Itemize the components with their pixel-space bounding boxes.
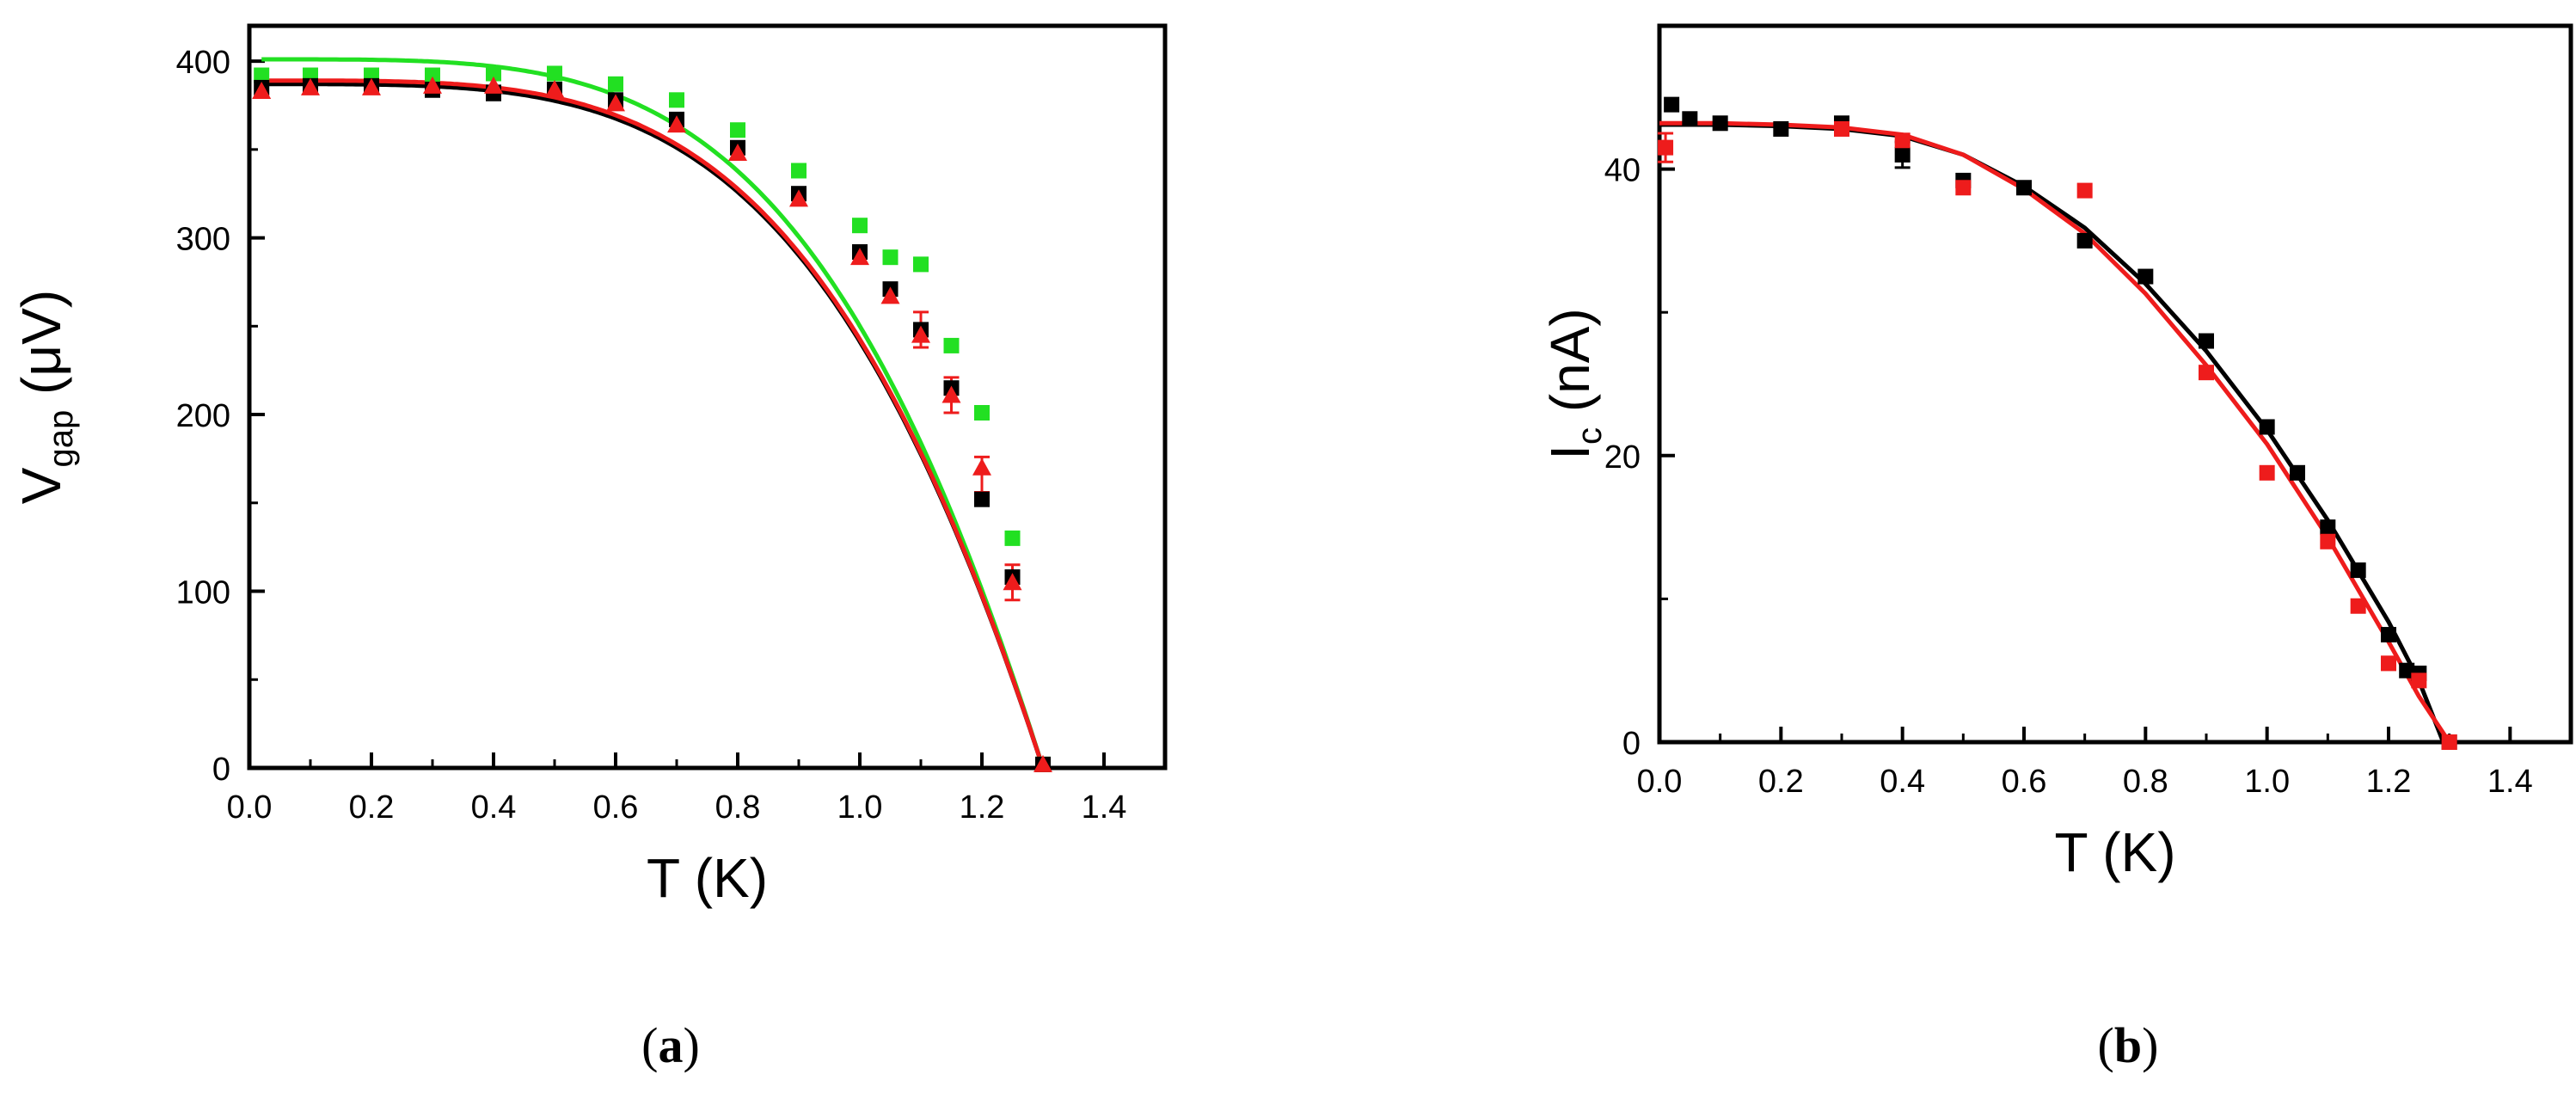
green-data-point (913, 256, 929, 273)
red-data-point (1003, 573, 1022, 591)
black-fit-curve (1659, 122, 2445, 743)
black-data-point (2016, 180, 2032, 196)
red-fit-curve (261, 78, 1046, 769)
y-axis-title: Vgap (μV) (10, 290, 80, 504)
red-data-point (850, 248, 869, 266)
x-tick-label: 1.0 (2244, 764, 2290, 800)
red-data-point (2350, 598, 2366, 614)
black-data-point (2259, 419, 2275, 435)
x-axis-title: T (K) (647, 847, 768, 909)
green-data-point (254, 67, 270, 83)
x-tick-label: 1.4 (1082, 789, 1127, 826)
x-tick-label: 0.0 (1637, 764, 1683, 800)
red-data-point (2411, 672, 2427, 689)
green-data-point (669, 92, 684, 108)
red-data-point (911, 325, 930, 343)
green-data-point (882, 249, 899, 266)
red-data-point (301, 77, 320, 95)
red-data-point (545, 79, 564, 97)
black-data-point (2399, 662, 2415, 679)
chart-panel-a: 0.0 0.2 0.4 0.6 0.8 1.0 1.2 1.4 0 100 200 300 400 T (… (10, 23, 1168, 1073)
black-data-point (2076, 232, 2093, 249)
green-data-point (730, 122, 745, 138)
x-axis-title: T (K) (2054, 821, 2175, 883)
red-fit-curve (1659, 120, 2451, 744)
x-tick-label: 0.2 (349, 789, 395, 826)
red-data-point (1955, 180, 1972, 196)
red-data-point (1894, 132, 1911, 149)
black-data-point (2381, 627, 2396, 643)
red-data-point (362, 77, 381, 95)
red-data-point (941, 385, 961, 403)
plot-frame (1657, 23, 2573, 745)
red-data-point (1033, 754, 1052, 772)
red-data-point (2320, 533, 2336, 550)
y-tick-label: 20 (1604, 439, 1641, 476)
x-tick-label: 0.6 (593, 789, 639, 826)
chart-panel-b: 0.0 0.2 0.4 0.6 0.8 1.0 1.2 1.4 0 20 40 T (K) Ic (nA… (1539, 23, 2573, 1073)
x-tick-label: 1.4 (2487, 764, 2533, 800)
black-data-point (1682, 111, 1698, 127)
x-tick-label: 0.8 (2123, 764, 2168, 800)
y-tick-label: 0 (1622, 726, 1641, 762)
panel-label: (b) (2098, 1017, 2159, 1073)
panel-label: (a) (641, 1017, 700, 1073)
black-data-point (2320, 519, 2336, 536)
x-tick-label: 0.4 (471, 789, 517, 826)
green-data-point (852, 218, 868, 234)
black-data-point (2350, 562, 2366, 579)
red-data-point (972, 457, 991, 476)
y-tick-label: 400 (176, 45, 230, 81)
red-data-point (667, 115, 686, 133)
x-tick-label: 0.4 (1880, 764, 1925, 800)
y-tick-label: 200 (176, 398, 230, 434)
green-data-point (608, 76, 623, 92)
black-fit-curve (261, 82, 1046, 769)
red-data-point (2381, 655, 2396, 672)
x-tick-label: 1.2 (2366, 764, 2412, 800)
x-tick-label: 0.0 (227, 789, 273, 826)
red-data-point (728, 143, 747, 161)
x-tick-label: 0.2 (1758, 764, 1804, 800)
black-data-point (2199, 333, 2214, 349)
green-data-point (791, 163, 807, 179)
black-data-point (2290, 464, 2305, 481)
red-data-point (423, 76, 442, 94)
x-tick-label: 1.0 (837, 789, 883, 826)
green-fit-curve (261, 57, 1046, 769)
x-tick-label: 0.8 (715, 789, 761, 826)
y-tick-label: 0 (212, 752, 230, 788)
black-data-point (2137, 268, 2154, 285)
black-data-point (1664, 96, 1680, 113)
x-tick-label: 1.2 (960, 789, 1005, 826)
green-data-point (1004, 530, 1021, 546)
black-data-point (1773, 120, 1789, 137)
red-data-point (2199, 365, 2214, 381)
y-tick-label: 100 (176, 575, 230, 611)
x-tick-label: 0.6 (2002, 764, 2047, 800)
red-data-point (252, 82, 272, 100)
red-data-point (484, 76, 503, 94)
green-data-point (486, 65, 501, 82)
red-data-point (2441, 734, 2457, 750)
y-tick-label: 300 (176, 222, 230, 258)
black-data-point (1894, 146, 1911, 163)
red-data-point (789, 189, 808, 207)
red-data-point (2076, 182, 2093, 199)
green-data-point (425, 67, 440, 83)
y-tick-label: 40 (1604, 153, 1641, 189)
green-data-point (547, 65, 562, 82)
black-data-point (1712, 115, 1728, 132)
red-data-point (880, 286, 900, 304)
green-data-point (943, 337, 960, 353)
red-data-point (606, 94, 625, 112)
y-axis-title: Ic (nA) (1539, 308, 1609, 459)
red-data-point (1834, 120, 1849, 137)
red-data-point (1658, 139, 1674, 156)
black-data-point (974, 491, 990, 507)
green-data-point (974, 404, 990, 421)
red-data-point (2259, 464, 2275, 481)
plot-frame (247, 23, 1168, 771)
